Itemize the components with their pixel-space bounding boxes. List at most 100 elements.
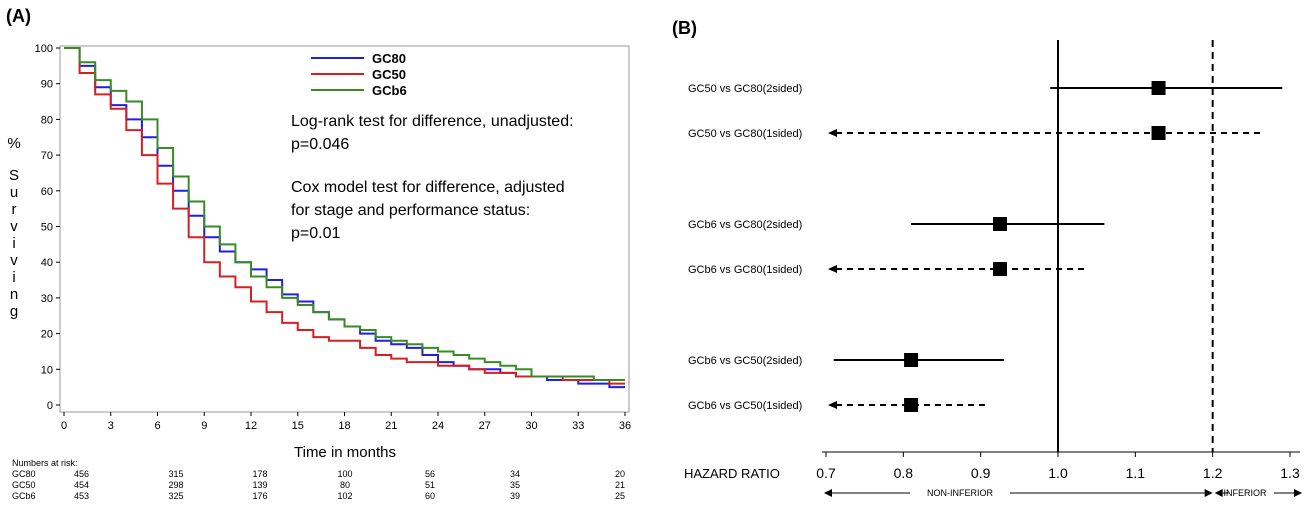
risk-cell: 60 <box>425 491 435 501</box>
y-axis-title-char: u <box>10 184 18 201</box>
legend-label-gc50: GC50 <box>372 67 406 82</box>
forest-row-label: GCb6 vs GC50(2sided) <box>688 355 802 367</box>
risk-cell: 176 <box>252 491 267 501</box>
y-tick-label: 100 <box>35 43 53 55</box>
x-tick-label: 12 <box>245 420 257 432</box>
y-axis-title-char: S <box>9 167 19 184</box>
panel-a-series <box>64 47 625 389</box>
ci-arrowhead <box>828 401 837 409</box>
risk-cell: 35 <box>510 480 520 490</box>
risk-cell: 21 <box>615 480 625 490</box>
y-tick-label: 90 <box>41 79 53 91</box>
point-estimate-marker <box>993 217 1007 231</box>
annotation-line: p=0.046 <box>291 136 349 153</box>
point-estimate-marker <box>904 353 919 367</box>
panel-b-forest-rows: GC50 vs GC80(2sided) GC50 vs GC80(1sided)… <box>688 81 1283 412</box>
x-tick-label: 33 <box>572 420 584 432</box>
risk-row-label: GC80 <box>12 469 36 479</box>
annotation-line: p=0.01 <box>291 225 340 242</box>
y-axis-title-char: r <box>12 201 17 218</box>
point-estimate-marker <box>993 262 1007 276</box>
annotation-line: Log-rank test for difference, unadjusted… <box>291 113 574 130</box>
risk-cell: 51 <box>425 480 435 490</box>
series-line-gc50 <box>64 47 625 385</box>
panel-a-x-axis-title: Time in months <box>294 444 396 461</box>
y-tick-label: 30 <box>41 293 53 305</box>
x-tick-label: 24 <box>432 420 444 432</box>
forest-row-label: GCb6 vs GC50(1sided) <box>688 400 802 412</box>
x-tick-label: 6 <box>154 420 160 432</box>
x-tick-label: 27 <box>479 420 491 432</box>
forest-row-label: GCb6 vs GC80(1sided) <box>688 264 802 276</box>
annotation-line: Cox model test for difference, adjusted <box>291 179 565 196</box>
x-tick-label: 0.8 <box>894 465 914 481</box>
risk-cell: 325 <box>168 491 183 501</box>
y-axis-title-char: % <box>7 135 20 152</box>
risk-cell: 39 <box>510 491 520 501</box>
risk-row-label: GCb6 <box>12 491 36 501</box>
x-tick-label: 1.2 <box>1203 465 1223 481</box>
panel-b-reference-lines <box>1057 40 1214 452</box>
panel-b-x-axis-title: HAZARD RATIO <box>684 466 780 481</box>
x-tick-label: 36 <box>619 420 631 432</box>
risk-cell: 34 <box>510 469 520 479</box>
x-tick-label: 21 <box>385 420 397 432</box>
point-estimate-marker <box>1151 126 1166 140</box>
y-axis-title-char: g <box>10 303 18 320</box>
panel-a-label: (A) <box>6 6 31 26</box>
x-tick-label: 0.7 <box>816 465 836 481</box>
y-axis-title-char: v <box>10 218 18 235</box>
forest-row-label: GC50 vs GC80(2sided) <box>688 83 802 95</box>
risk-cell: 25 <box>615 491 625 501</box>
panel-b-direction-arrows: NON-INFERIOR INFERIOR <box>824 488 1302 498</box>
y-axis-title-char: v <box>10 252 18 269</box>
panel-b-x-axis: 0.7 0.8 0.9 1.0 1.1 1.2 1.3 <box>816 452 1300 481</box>
risk-table-title: Numbers at risk: <box>12 458 78 468</box>
arrow-left-icon <box>824 489 832 497</box>
risk-cell: 20 <box>615 469 625 479</box>
point-estimate-marker <box>1151 81 1166 95</box>
y-tick-label: 40 <box>41 257 53 269</box>
forest-row-label: GC50 vs GC80(1sided) <box>688 128 802 140</box>
risk-cell: 456 <box>74 469 89 479</box>
legend-label-gcb6: GCb6 <box>372 83 407 98</box>
y-tick-label: 70 <box>41 150 53 162</box>
x-tick-label: 1.1 <box>1126 465 1146 481</box>
risk-cell: 315 <box>168 469 183 479</box>
arrow-right-icon <box>1204 489 1213 497</box>
panel-b-label: (B) <box>672 18 697 38</box>
forest-row-label: GCb6 vs GC80(2sided) <box>688 219 802 231</box>
risk-cell: 454 <box>74 480 89 490</box>
risk-cell: 298 <box>168 480 183 490</box>
x-tick-label: 1.3 <box>1280 465 1300 481</box>
y-axis-title-char: i <box>12 235 15 252</box>
panel-a-plot-frame <box>59 45 630 413</box>
x-tick-label: 1.0 <box>1048 465 1068 481</box>
y-tick-label: 0 <box>47 400 53 412</box>
risk-cell: 80 <box>340 480 350 490</box>
y-axis-title-char: n <box>10 286 18 303</box>
risk-cell: 56 <box>425 469 435 479</box>
ci-arrowhead <box>828 265 837 273</box>
arrow-right-icon <box>1294 489 1302 497</box>
arrow-left-icon <box>1214 489 1223 497</box>
x-tick-label: 9 <box>201 420 207 432</box>
risk-cell: 102 <box>337 491 352 501</box>
risk-cell: 100 <box>337 469 352 479</box>
ci-arrowhead <box>828 129 837 137</box>
y-tick-label: 20 <box>41 329 53 341</box>
panel-a-x-axis: 0 3 6 9 12 15 18 21 24 27 30 33 36 <box>61 412 631 432</box>
x-tick-label: 30 <box>525 420 537 432</box>
legend-label-gc80: GC80 <box>372 51 406 66</box>
annotation-line: for stage and performance status: <box>291 202 530 219</box>
y-tick-label: 10 <box>41 364 53 376</box>
x-tick-label: 0 <box>61 420 67 432</box>
y-tick-label: 50 <box>41 222 53 234</box>
series-line-gcb6 <box>64 47 625 382</box>
risk-cell: 178 <box>252 469 267 479</box>
x-tick-label: 18 <box>338 420 350 432</box>
x-tick-label: 3 <box>108 420 114 432</box>
